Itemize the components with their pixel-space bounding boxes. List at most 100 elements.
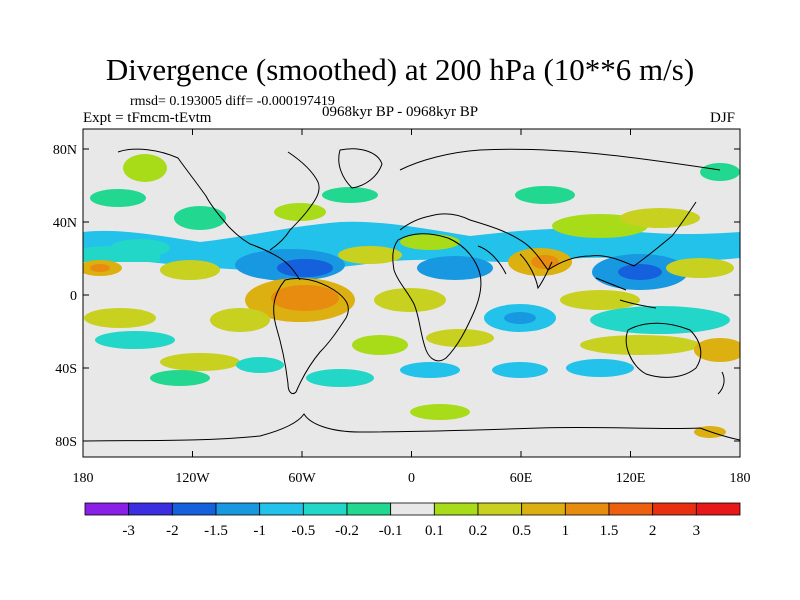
colorbar-swatch [433, 502, 479, 516]
lon-tick-label: 180 [73, 471, 94, 486]
field-patch [236, 357, 284, 373]
colorbar-label: 0.1 [425, 523, 444, 539]
field-patch [492, 362, 548, 378]
colorbar-swatch [521, 502, 566, 516]
colorbar-label: -1 [253, 523, 266, 539]
field-patch [160, 353, 240, 371]
field-patch [560, 290, 640, 310]
field-patch [400, 234, 460, 250]
experiment-label: Expt = tFmcm-tEvtm [83, 110, 212, 126]
longitude-ticks: 180 120W 60W 0 60E 120E 180 [73, 129, 751, 486]
period-label: 0968kyr BP - 0968kyr BP [322, 104, 479, 120]
australia-coast [625, 322, 702, 378]
field-patch [531, 255, 559, 269]
colorbar-swatch [477, 502, 523, 516]
lat-tick-label: 0 [70, 289, 77, 304]
season-label: DJF [710, 110, 736, 126]
colorbar-swatch [695, 502, 741, 516]
field-patch [110, 239, 170, 257]
colorbar-swatch [128, 502, 173, 516]
field-patch [374, 288, 446, 312]
field-patch [277, 259, 333, 277]
field-patch [352, 335, 408, 355]
colorbar-label: 1 [562, 523, 570, 539]
colorbar-label: -0.2 [335, 523, 359, 539]
colorbar-label: -0.1 [379, 523, 403, 539]
colorbar-swatch [564, 502, 610, 516]
lon-tick-label: 120W [175, 471, 210, 486]
antarctica-coast [83, 413, 740, 442]
colorbar-label: 0.5 [512, 523, 531, 539]
field-patch [174, 206, 226, 230]
divergence-field [83, 154, 740, 438]
lon-tick-label: 0 [408, 471, 415, 486]
field-patch [680, 238, 740, 254]
colorbar-label: 1.5 [600, 523, 619, 539]
africa-coast [392, 233, 482, 362]
field-patch [271, 285, 339, 311]
latitude-ticks: 80N 40N 0 40S 80S [53, 143, 740, 450]
lon-tick-label: 60W [288, 471, 316, 486]
field-patch [90, 189, 146, 207]
map-title: Divergence (smoothed) at 200 hPa (10**6 … [105, 52, 695, 87]
field-patch [338, 246, 402, 264]
field-patch [410, 404, 470, 420]
colorbar-swatch [84, 502, 130, 516]
coastlines [83, 148, 740, 442]
greenland-coast [338, 148, 383, 189]
colorbar-label: -1.5 [204, 523, 228, 539]
field-patch [84, 308, 156, 328]
lat-tick-label: 80S [55, 435, 77, 450]
field-patch [700, 163, 740, 181]
colorbar-label: -3 [122, 523, 135, 539]
field-patch [694, 338, 740, 362]
lon-tick-label: 60E [510, 471, 533, 486]
field-patch [566, 359, 634, 377]
lat-tick-label: 80N [53, 143, 77, 158]
colorbar-label: 3 [693, 523, 701, 539]
field-patch [618, 264, 662, 280]
colorbar-swatch [171, 502, 217, 516]
field-patch [322, 187, 378, 203]
field-patch [666, 258, 734, 278]
colorbar-label: -2 [166, 523, 179, 539]
lon-tick-label: 180 [730, 471, 751, 486]
field-patch [590, 306, 730, 334]
field-patch [123, 154, 167, 182]
colorbar-swatch [215, 502, 261, 516]
colorbar-swatch [390, 502, 435, 516]
colorbar-label: -0.5 [291, 523, 315, 539]
colorbar-swatch [652, 502, 697, 516]
new-zealand-coast [717, 371, 725, 395]
south-asia-coast [477, 245, 553, 290]
maritime-asia-coast [595, 277, 657, 309]
field-patch [426, 329, 494, 347]
field-patch [620, 208, 700, 228]
colorbar-swatch [302, 502, 348, 516]
field-patch [400, 362, 460, 378]
south-america-coast [273, 277, 349, 395]
stats-line: rmsd= 0.193005 diff= -0.000197419 [130, 94, 335, 109]
field-patch [150, 370, 210, 386]
colorbar-swatch [259, 502, 304, 516]
field-patch [90, 264, 110, 272]
field-patch [504, 312, 536, 324]
field-patch [210, 308, 270, 332]
north-america-coast [117, 148, 320, 281]
colorbar-swatch [346, 502, 392, 516]
lat-tick-label: 40N [53, 216, 77, 231]
colorbar: -3 -2 -1.5 -1 -0.5 -0.2 -0.1 0.1 0.2 0.5 1 1.5 2 3 [84, 502, 741, 539]
colorbar-label: 2 [649, 523, 657, 539]
lat-tick-label: 40S [55, 362, 77, 377]
field-patch [417, 256, 493, 280]
field-patch [160, 260, 220, 280]
field-patch [515, 186, 575, 204]
field-patch [95, 331, 175, 349]
field-patch [580, 335, 700, 355]
colorbar-label: 0.2 [469, 523, 488, 539]
lon-tick-label: 120E [616, 471, 646, 486]
colorbar-swatch [608, 502, 654, 516]
field-patch [306, 369, 374, 387]
field-patch [274, 203, 326, 221]
